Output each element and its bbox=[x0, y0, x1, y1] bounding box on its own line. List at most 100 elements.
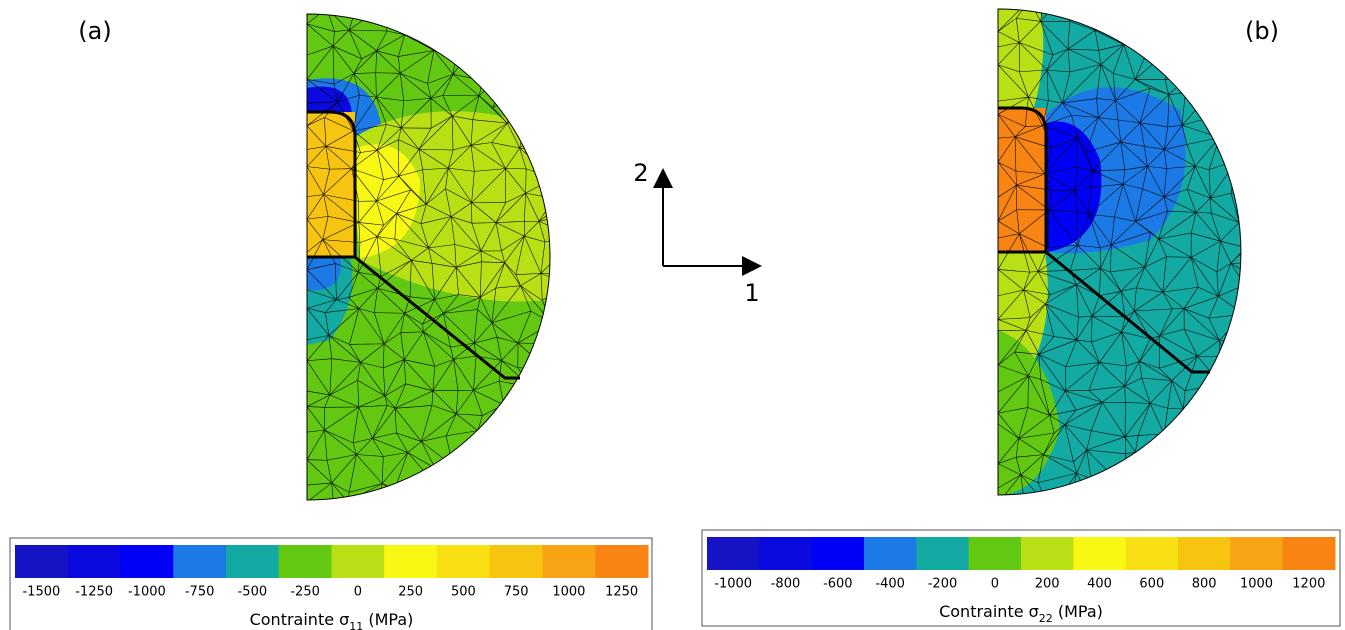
mesh-edge bbox=[1028, 69, 1048, 98]
mesh-edge bbox=[396, 204, 427, 214]
mesh-edge bbox=[449, 22, 456, 58]
mesh-edge bbox=[410, 479, 432, 500]
mesh-edge bbox=[528, 73, 540, 81]
mesh-edge bbox=[384, 395, 396, 409]
mesh-edge bbox=[539, 73, 550, 109]
mesh-edge bbox=[1231, 430, 1241, 437]
mesh-edge bbox=[1135, 79, 1169, 95]
mesh-edge bbox=[1135, 452, 1138, 475]
mesh-edge bbox=[1164, 126, 1169, 150]
mesh-edge bbox=[1168, 17, 1184, 19]
mesh-edge bbox=[1135, 79, 1151, 89]
mesh-edge bbox=[1211, 212, 1240, 223]
mesh-edge bbox=[1255, 147, 1265, 169]
mesh-edge bbox=[491, 310, 532, 324]
mesh-edge bbox=[1101, 402, 1126, 437]
colorbar-tick-label: -200 bbox=[928, 577, 958, 592]
mesh-edge bbox=[329, 394, 359, 408]
mesh-edge bbox=[1182, 18, 1209, 52]
mesh-edge bbox=[998, 319, 1027, 331]
mesh-edge bbox=[1158, 232, 1192, 240]
mesh-edge bbox=[1016, 184, 1050, 211]
mesh-edge bbox=[1037, 482, 1052, 495]
mesh-edge bbox=[433, 22, 450, 51]
field-b bbox=[998, 9, 1241, 495]
mesh-edge bbox=[1088, 187, 1092, 215]
mesh-edge bbox=[1260, 389, 1270, 416]
mesh-edge bbox=[332, 45, 362, 60]
colorbar-frame bbox=[701, 529, 1341, 627]
mesh-edge bbox=[395, 405, 432, 409]
mesh-edge bbox=[1135, 196, 1165, 222]
mesh-edge bbox=[524, 235, 542, 274]
mesh-edge bbox=[1182, 9, 1220, 19]
mesh-edge bbox=[1090, 170, 1093, 188]
mesh-edge bbox=[554, 434, 575, 467]
mesh-edge bbox=[1163, 433, 1192, 454]
mesh-edge bbox=[497, 20, 520, 26]
mesh-edge bbox=[410, 499, 436, 500]
mesh-edge bbox=[1054, 424, 1066, 434]
mesh-edge bbox=[1100, 64, 1114, 74]
mesh-edge bbox=[1015, 170, 1046, 175]
mesh-edge bbox=[450, 216, 472, 224]
mesh-edge bbox=[1255, 309, 1267, 342]
mesh-edge bbox=[422, 167, 449, 171]
mesh-edge bbox=[383, 452, 408, 457]
mesh-edge bbox=[357, 380, 386, 397]
mesh-edge bbox=[1255, 193, 1269, 219]
mesh-edge bbox=[427, 50, 435, 84]
mesh-edge bbox=[1064, 424, 1074, 462]
mesh-edge bbox=[356, 454, 384, 457]
mesh-edge bbox=[377, 149, 400, 177]
mesh-edge bbox=[1051, 509, 1068, 510]
mesh-edge bbox=[480, 287, 496, 298]
mesh-edge bbox=[1236, 146, 1241, 161]
mesh-edge bbox=[998, 407, 1028, 414]
mesh-edge bbox=[1086, 141, 1121, 153]
mesh-edge bbox=[1181, 125, 1188, 145]
colorbar-bin bbox=[864, 537, 917, 570]
mesh-edge bbox=[1038, 339, 1077, 355]
mesh-edge bbox=[1019, 42, 1048, 71]
mesh-edge bbox=[409, 260, 412, 297]
mesh-edge bbox=[328, 308, 360, 336]
mesh-edge bbox=[400, 73, 428, 84]
mesh-edge bbox=[1195, 0, 1219, 2]
mesh-edge bbox=[443, 309, 478, 314]
mesh-edge bbox=[1243, 112, 1270, 113]
mesh-edge bbox=[499, 529, 529, 532]
mesh-edge bbox=[420, 204, 427, 224]
mesh-edge bbox=[1037, 271, 1077, 285]
mesh-edge bbox=[1045, 303, 1055, 337]
mesh-edge bbox=[307, 406, 325, 408]
mesh-edge bbox=[515, 235, 525, 275]
mesh-edge bbox=[372, 405, 388, 439]
mesh-edge bbox=[1090, 504, 1093, 528]
mesh-edge bbox=[449, 22, 473, 27]
mesh-edge bbox=[428, 247, 433, 264]
mesh-edge bbox=[456, 413, 483, 416]
mesh-edge bbox=[327, 2, 358, 9]
mesh-edge bbox=[360, 149, 378, 153]
mesh-edge bbox=[480, 262, 505, 298]
mesh-edge bbox=[384, 359, 405, 397]
colorbar-tick-label: -600 bbox=[823, 577, 853, 592]
mesh-edge bbox=[1236, 160, 1241, 194]
mesh-edge bbox=[331, 513, 335, 533]
mesh-edge bbox=[1210, 192, 1232, 199]
mesh-edge bbox=[470, 119, 474, 146]
mesh-edge bbox=[348, 29, 377, 51]
mesh-edge bbox=[1115, 87, 1151, 101]
mesh-edge bbox=[1190, 212, 1197, 234]
mesh-edge bbox=[1100, 244, 1112, 269]
mesh-edge bbox=[471, 20, 498, 49]
mesh-edge bbox=[998, 161, 1017, 172]
mesh-edge bbox=[1260, 416, 1264, 431]
mesh-edge bbox=[500, 4, 523, 10]
mesh-edge bbox=[477, 309, 493, 323]
mesh-edge bbox=[1076, 449, 1088, 474]
mesh-edge bbox=[520, 285, 532, 312]
mesh-edge bbox=[445, 168, 449, 189]
mesh-edge bbox=[567, 0, 573, 32]
